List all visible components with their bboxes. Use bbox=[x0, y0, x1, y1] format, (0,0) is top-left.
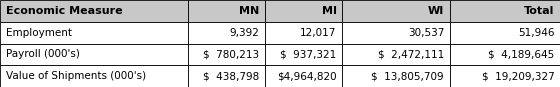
Text: 30,537: 30,537 bbox=[408, 28, 444, 38]
Text: Value of Shipments (000's): Value of Shipments (000's) bbox=[6, 71, 146, 81]
Text: $  937,321: $ 937,321 bbox=[281, 49, 337, 59]
Bar bbox=[0, 22, 188, 44]
Text: Payroll (000's): Payroll (000's) bbox=[6, 49, 80, 59]
Bar bbox=[342, 22, 450, 44]
Text: $  19,209,327: $ 19,209,327 bbox=[482, 71, 554, 81]
Bar bbox=[450, 0, 560, 22]
Bar bbox=[0, 44, 188, 65]
Text: $  438,798: $ 438,798 bbox=[203, 71, 259, 81]
Bar bbox=[265, 22, 342, 44]
Bar bbox=[450, 44, 560, 65]
Bar bbox=[342, 44, 450, 65]
Bar bbox=[342, 65, 450, 87]
Bar bbox=[450, 22, 560, 44]
Text: 12,017: 12,017 bbox=[300, 28, 337, 38]
Bar bbox=[265, 0, 342, 22]
Text: $  780,213: $ 780,213 bbox=[203, 49, 259, 59]
Text: 9,392: 9,392 bbox=[230, 28, 259, 38]
Text: Employment: Employment bbox=[6, 28, 72, 38]
Text: Total: Total bbox=[524, 6, 554, 16]
Bar bbox=[0, 0, 188, 22]
Bar bbox=[265, 44, 342, 65]
Text: $  13,805,709: $ 13,805,709 bbox=[371, 71, 444, 81]
Text: Economic Measure: Economic Measure bbox=[6, 6, 122, 16]
Bar bbox=[188, 65, 265, 87]
Text: WI: WI bbox=[428, 6, 444, 16]
Bar bbox=[342, 0, 450, 22]
Text: 51,946: 51,946 bbox=[518, 28, 554, 38]
Bar bbox=[188, 22, 265, 44]
Bar bbox=[188, 0, 265, 22]
Text: $4,964,820: $4,964,820 bbox=[277, 71, 337, 81]
Text: MI: MI bbox=[321, 6, 337, 16]
Bar bbox=[0, 65, 188, 87]
Bar bbox=[265, 65, 342, 87]
Bar bbox=[450, 65, 560, 87]
Text: MN: MN bbox=[239, 6, 259, 16]
Text: $  4,189,645: $ 4,189,645 bbox=[488, 49, 554, 59]
Text: $  2,472,111: $ 2,472,111 bbox=[378, 49, 444, 59]
Bar bbox=[188, 44, 265, 65]
